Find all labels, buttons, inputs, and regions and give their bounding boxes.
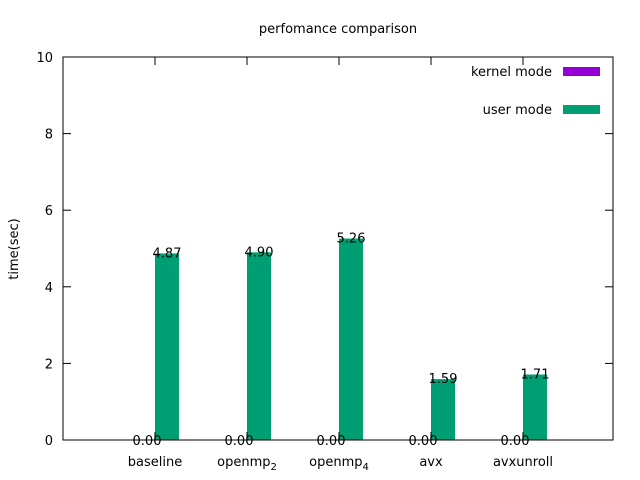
- y-tick-label-3: 6: [45, 204, 53, 219]
- data-label-kernel-mode-3: 0.00: [409, 434, 438, 449]
- data-labels: 0.00 4.87 0.00 4.90 0.00 5.26 0.00 1.59 0.00 1.71: [133, 232, 550, 449]
- data-label-user-mode-0: 4.87: [153, 246, 182, 261]
- y-axis-label: time(sec): [7, 218, 22, 279]
- x-tick-label-subscript: 2: [270, 462, 276, 473]
- chart-title: perfomance comparison: [259, 22, 417, 37]
- data-label-user-mode-4: 1.71: [521, 368, 550, 383]
- legend-swatch-0: [563, 67, 600, 76]
- x-tick-label-1: openmp2: [217, 455, 277, 473]
- legend-swatch-1: [563, 105, 600, 114]
- x-tick-label-base: avxunroll: [493, 455, 553, 470]
- x-tick-label-base: openmp: [217, 455, 270, 470]
- plot-frame: [62, 56, 614, 441]
- x-tick-label-0: baseline: [128, 455, 182, 470]
- data-label-kernel-mode-1: 0.00: [225, 434, 254, 449]
- x-tick-label-subscript: 4: [362, 462, 368, 473]
- legend: kernel mode user mode: [471, 65, 600, 118]
- data-label-user-mode-1: 4.90: [245, 245, 274, 260]
- bar-user-mode-0: [155, 253, 179, 440]
- bar-user-mode-4: [523, 374, 547, 440]
- x-tick-label-2: openmp4: [309, 455, 369, 473]
- data-label-user-mode-3: 1.59: [429, 372, 458, 387]
- bar-user-mode-3: [431, 379, 455, 440]
- x-tick-label-base: baseline: [128, 455, 182, 470]
- x-tick-label-4: avxunroll: [493, 455, 553, 470]
- x-tick-label-base: openmp: [309, 455, 362, 470]
- data-label-kernel-mode-4: 0.00: [501, 434, 530, 449]
- data-label-user-mode-2: 5.26: [337, 232, 366, 247]
- x-tick-label-base: avx: [419, 455, 443, 470]
- y-tick-label-2: 4: [45, 281, 53, 296]
- y-tick-label-4: 8: [45, 128, 53, 143]
- legend-label-0: kernel mode: [471, 65, 552, 80]
- legend-label-1: user mode: [483, 103, 552, 118]
- y-tick-label-5: 10: [36, 51, 53, 66]
- x-tick-label-3: avx: [419, 455, 443, 470]
- y-tick-label-1: 2: [45, 357, 53, 372]
- bar-user-mode-2: [339, 238, 363, 440]
- bars-group: [155, 238, 547, 440]
- y-tick-label-0: 0: [45, 434, 53, 449]
- data-label-kernel-mode-2: 0.00: [317, 434, 346, 449]
- bar-user-mode-1: [247, 252, 271, 440]
- data-label-kernel-mode-0: 0.00: [133, 434, 162, 449]
